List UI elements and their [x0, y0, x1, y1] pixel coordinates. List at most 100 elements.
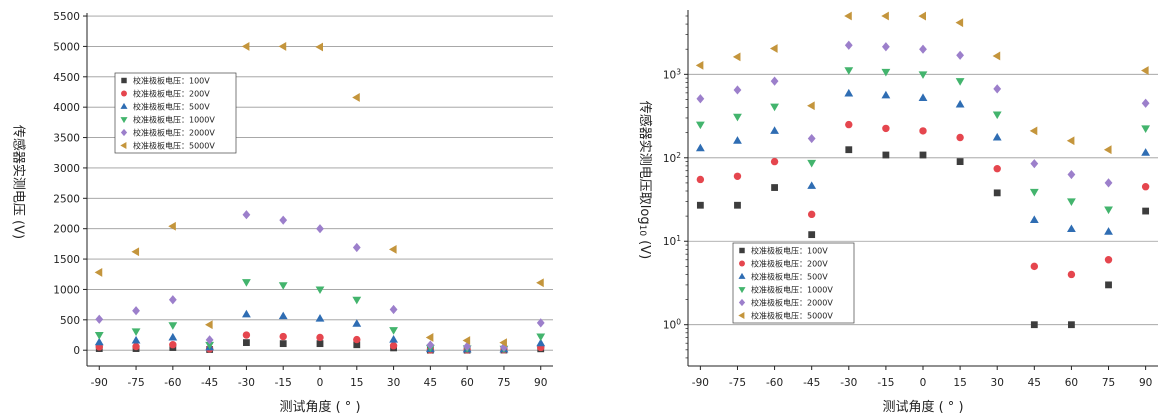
scatter-point [279, 332, 287, 341]
scatter-point [770, 103, 779, 112]
legend-item: 校准极板电压：5000V [120, 141, 215, 151]
legend-marker [739, 260, 745, 267]
scatter-point [1104, 206, 1113, 215]
scatter-point [956, 50, 965, 60]
x-tick-label: -15 [275, 377, 292, 389]
scatter-point [807, 159, 817, 168]
scatter-point [278, 282, 288, 290]
scatter-series [695, 11, 1149, 155]
scatter-point [242, 279, 251, 287]
scatter-point [807, 133, 816, 144]
legend-box [732, 242, 855, 324]
scatter-point [1066, 136, 1075, 146]
scatter-point [882, 124, 890, 133]
y-tick-label-base: 10 [663, 320, 676, 332]
scatter-point [770, 157, 779, 166]
scatter-point [1105, 281, 1112, 289]
scatter-point [733, 85, 742, 95]
scatter-point [536, 318, 545, 328]
scatter-point [426, 340, 435, 350]
x-tick-label: -90 [91, 377, 108, 389]
x-axis-label: 测试角度 ( ° ) [882, 399, 963, 415]
chart-log-voltage: -90 -75 -60 -45 -30 -15 0 15 30 45 60 75 90100101102… [637, 10, 1158, 415]
scatter-point [881, 90, 891, 99]
x-tick-label: -30 [238, 377, 255, 389]
legend-item: 校准极板电压：500V [120, 102, 210, 112]
scatter-point [845, 146, 853, 154]
scatter-point [315, 314, 325, 322]
scatter-point [1067, 270, 1076, 279]
scatter-point [241, 42, 250, 51]
scatter-point [389, 327, 398, 335]
scatter-point [1067, 224, 1076, 233]
scatter-point [844, 11, 852, 21]
x-tick-label: -90 [692, 377, 709, 389]
scatter-point [94, 268, 103, 277]
scatter-point [316, 333, 324, 342]
scatter-point [807, 101, 815, 111]
scatter-series [94, 42, 544, 348]
y-axis-label: 传感器实测电压取log10 (V) [637, 101, 654, 259]
scatter-series [696, 120, 1150, 279]
scatter-point [918, 11, 926, 21]
scatter-point [389, 304, 398, 315]
scatter-point [242, 331, 251, 339]
scatter-series [95, 339, 545, 354]
scatter-point [955, 18, 964, 28]
legend-label: 校准极板电压：1000V [751, 285, 833, 295]
y-tick-label: 3000 [53, 163, 80, 175]
scatter-point [918, 93, 928, 102]
scatter-point [733, 136, 742, 144]
scatter-point [770, 76, 779, 86]
legend-label: 校准极板电压：200V [133, 89, 210, 99]
y-tick-label-base: 10 [663, 69, 676, 81]
x-tick-label: -15 [877, 377, 894, 389]
scatter-point [1141, 183, 1150, 191]
scatter-point [462, 336, 471, 345]
scatter-point [278, 311, 288, 320]
scatter-point [352, 93, 360, 102]
legend-item: 校准极板电压：1000V [120, 115, 215, 125]
scatter-series [695, 88, 1151, 235]
scatter-point [205, 320, 213, 330]
legend-marker [120, 128, 128, 137]
x-tick-label: 0 [317, 377, 324, 389]
y-tick-label: 4500 [53, 72, 80, 84]
scatter-point [315, 42, 323, 52]
scatter-point [696, 175, 705, 184]
scatter-point [1141, 66, 1149, 75]
scatter-point [315, 286, 325, 295]
scatter-point [808, 231, 816, 239]
legend-item: 校准极板电压：100V [121, 76, 210, 86]
y-axis-label-text: 传感器实测电压取log [638, 101, 654, 225]
scatter-point [881, 11, 889, 21]
scatter-point [131, 328, 141, 336]
scatter-point [695, 60, 704, 70]
y-tick-label: 5500 [53, 11, 80, 23]
scatter-point [1029, 188, 1039, 197]
scatter-point [425, 333, 434, 342]
scatter-point [95, 314, 104, 324]
x-tick-label: 0 [920, 377, 927, 389]
scatter-point [992, 132, 1002, 141]
scatter-point [992, 111, 1002, 120]
scatter-point [94, 332, 104, 340]
y-tick-label: 1500 [53, 254, 80, 266]
scatter-point [168, 295, 177, 305]
scatter-point [992, 51, 1001, 61]
legend: 校准极板电压：100V 校准极板电压：200V 校准极板电压：500V 校准极板电压：… [114, 72, 237, 154]
y-tick-label-base: 10 [663, 153, 676, 165]
scatter-point [536, 278, 544, 288]
y-tick-label: 101 [663, 234, 681, 248]
legend-item: 校准极板电压：200V [121, 89, 210, 99]
legend-item: 校准极板电压：1000V [738, 285, 833, 295]
legend-item: 校准极板电压：500V [738, 272, 828, 282]
scatter-point [769, 44, 778, 53]
scatter-point [919, 44, 927, 54]
scatter-point [844, 40, 853, 50]
chart-linear-voltage: -90 -75 -60 -45 -30 -15 0 15 30 45 60 75 90 0 500 1000 1… [11, 11, 553, 415]
scatter-point [243, 339, 250, 347]
y-tick-label: 5000 [53, 41, 80, 53]
x-tick-label: 60 [460, 377, 473, 389]
